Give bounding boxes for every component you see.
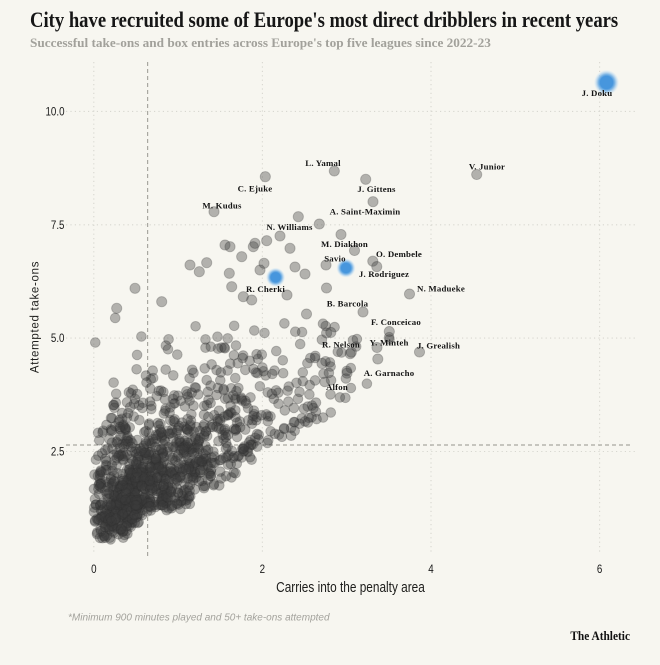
svg-text:M. Kudus: M. Kudus bbox=[202, 201, 242, 211]
svg-text:B. Barcola: B. Barcola bbox=[327, 299, 369, 309]
svg-text:J. Gittens: J. Gittens bbox=[357, 184, 396, 194]
svg-text:The Athletic: The Athletic bbox=[570, 628, 630, 643]
svg-text:A. Saint-Maximin: A. Saint-Maximin bbox=[330, 207, 401, 217]
svg-text:N. Madueke: N. Madueke bbox=[417, 284, 465, 294]
svg-text:Alfon: Alfon bbox=[326, 382, 348, 392]
svg-text:J. Rodriguez: J. Rodriguez bbox=[359, 269, 409, 279]
svg-text:4: 4 bbox=[428, 563, 433, 576]
svg-text:L. Yamal: L. Yamal bbox=[305, 158, 341, 168]
svg-text:R. Cherki: R. Cherki bbox=[246, 284, 285, 294]
svg-text:M. Diakhon: M. Diakhon bbox=[321, 239, 368, 249]
svg-text:2.5: 2.5 bbox=[51, 446, 65, 459]
svg-text:Savio: Savio bbox=[324, 254, 346, 264]
svg-text:Attempted take-ons: Attempted take-ons bbox=[30, 261, 42, 373]
svg-text:V. Junior: V. Junior bbox=[469, 162, 505, 172]
svg-text:7.5: 7.5 bbox=[51, 219, 65, 232]
svg-text:N. Williams: N. Williams bbox=[266, 222, 313, 232]
svg-text:J. Grealish: J. Grealish bbox=[417, 341, 460, 351]
svg-text:6: 6 bbox=[597, 563, 602, 576]
svg-text:*Minimum 900 minutes played an: *Minimum 900 minutes played and 50+ take… bbox=[68, 613, 330, 624]
svg-text:0: 0 bbox=[91, 563, 96, 576]
svg-text:J. Doku: J. Doku bbox=[582, 88, 613, 98]
svg-text:O. Dembele: O. Dembele bbox=[376, 249, 422, 259]
svg-text:C. Ejuke: C. Ejuke bbox=[238, 184, 273, 194]
svg-text:City have recruited some of Eu: City have recruited some of Europe's mos… bbox=[30, 9, 618, 33]
svg-text:F. Conceicao: F. Conceicao bbox=[371, 317, 421, 327]
svg-text:R. Nelson: R. Nelson bbox=[322, 340, 360, 350]
svg-text:Y. Minteh: Y. Minteh bbox=[369, 338, 408, 348]
svg-text:10.0: 10.0 bbox=[45, 106, 64, 119]
svg-text:2: 2 bbox=[260, 563, 265, 576]
svg-text:5.0: 5.0 bbox=[51, 333, 65, 346]
svg-text:Carries into the penalty area: Carries into the penalty area bbox=[276, 579, 425, 596]
svg-text:Successful take-ons and box en: Successful take-ons and box entries acro… bbox=[30, 35, 491, 50]
svg-text:A. Garnacho: A. Garnacho bbox=[364, 368, 415, 378]
